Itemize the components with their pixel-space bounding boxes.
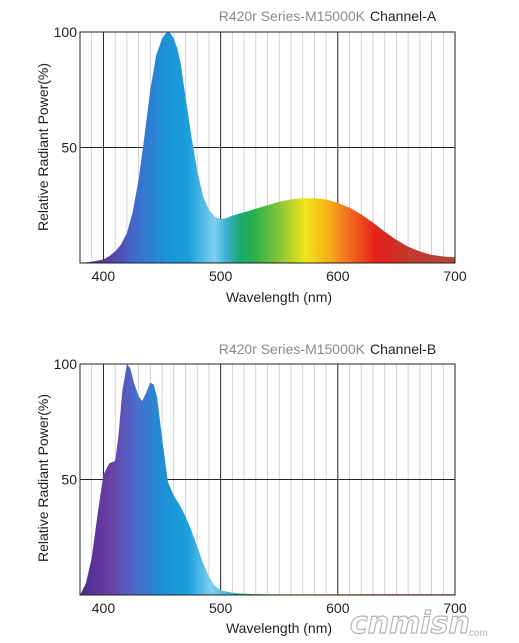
x-tick-label: 400	[92, 268, 116, 284]
chart-title-series: R420r Series-M15000K	[219, 8, 366, 24]
x-tick-label: 500	[209, 600, 233, 616]
plot-frame	[79, 363, 456, 596]
channel-b-chart: R420r Series-M15000K Channel-B 400 500 600…	[35, 341, 467, 636]
y-tick-label: 100	[54, 356, 78, 372]
y-tick-label: 50	[61, 140, 77, 156]
tick-labels: 400 500 600 700 50 100	[54, 24, 467, 284]
tick-labels: 400 500 600 700 50 100	[54, 356, 467, 616]
y-axis-label: Relative Radiant Power(%)	[35, 394, 51, 562]
watermark-logo: cnmisn .com	[349, 605, 488, 640]
svg-text:cnmisn: cnmisn	[350, 606, 470, 640]
y-axis-label: Relative Radiant Power(%)	[35, 63, 51, 231]
x-tick-label: 600	[326, 268, 350, 284]
x-tick-label: 400	[92, 600, 116, 616]
channel-a-chart: R420r Series-M15000K Channel-A 400 500 600…	[35, 8, 467, 305]
y-tick-label: 50	[61, 472, 77, 488]
x-tick-label: 700	[443, 268, 467, 284]
x-axis-label: Wavelength (nm)	[226, 620, 332, 636]
chart-title-channel: Channel-A	[370, 8, 437, 24]
x-tick-label: 500	[209, 268, 233, 284]
spectrum-area	[80, 32, 455, 263]
spectrum-area	[80, 364, 455, 595]
chart-title-series: R420r Series-M15000K	[219, 341, 366, 357]
x-axis-label: Wavelength (nm)	[226, 289, 332, 305]
plot-frame	[79, 31, 456, 264]
x-tick-label: 700	[443, 600, 467, 616]
chart-title-channel: Channel-B	[370, 341, 436, 357]
y-tick-label: 100	[54, 24, 78, 40]
svg-text:.com: .com	[466, 628, 488, 639]
x-tick-label: 600	[326, 600, 350, 616]
